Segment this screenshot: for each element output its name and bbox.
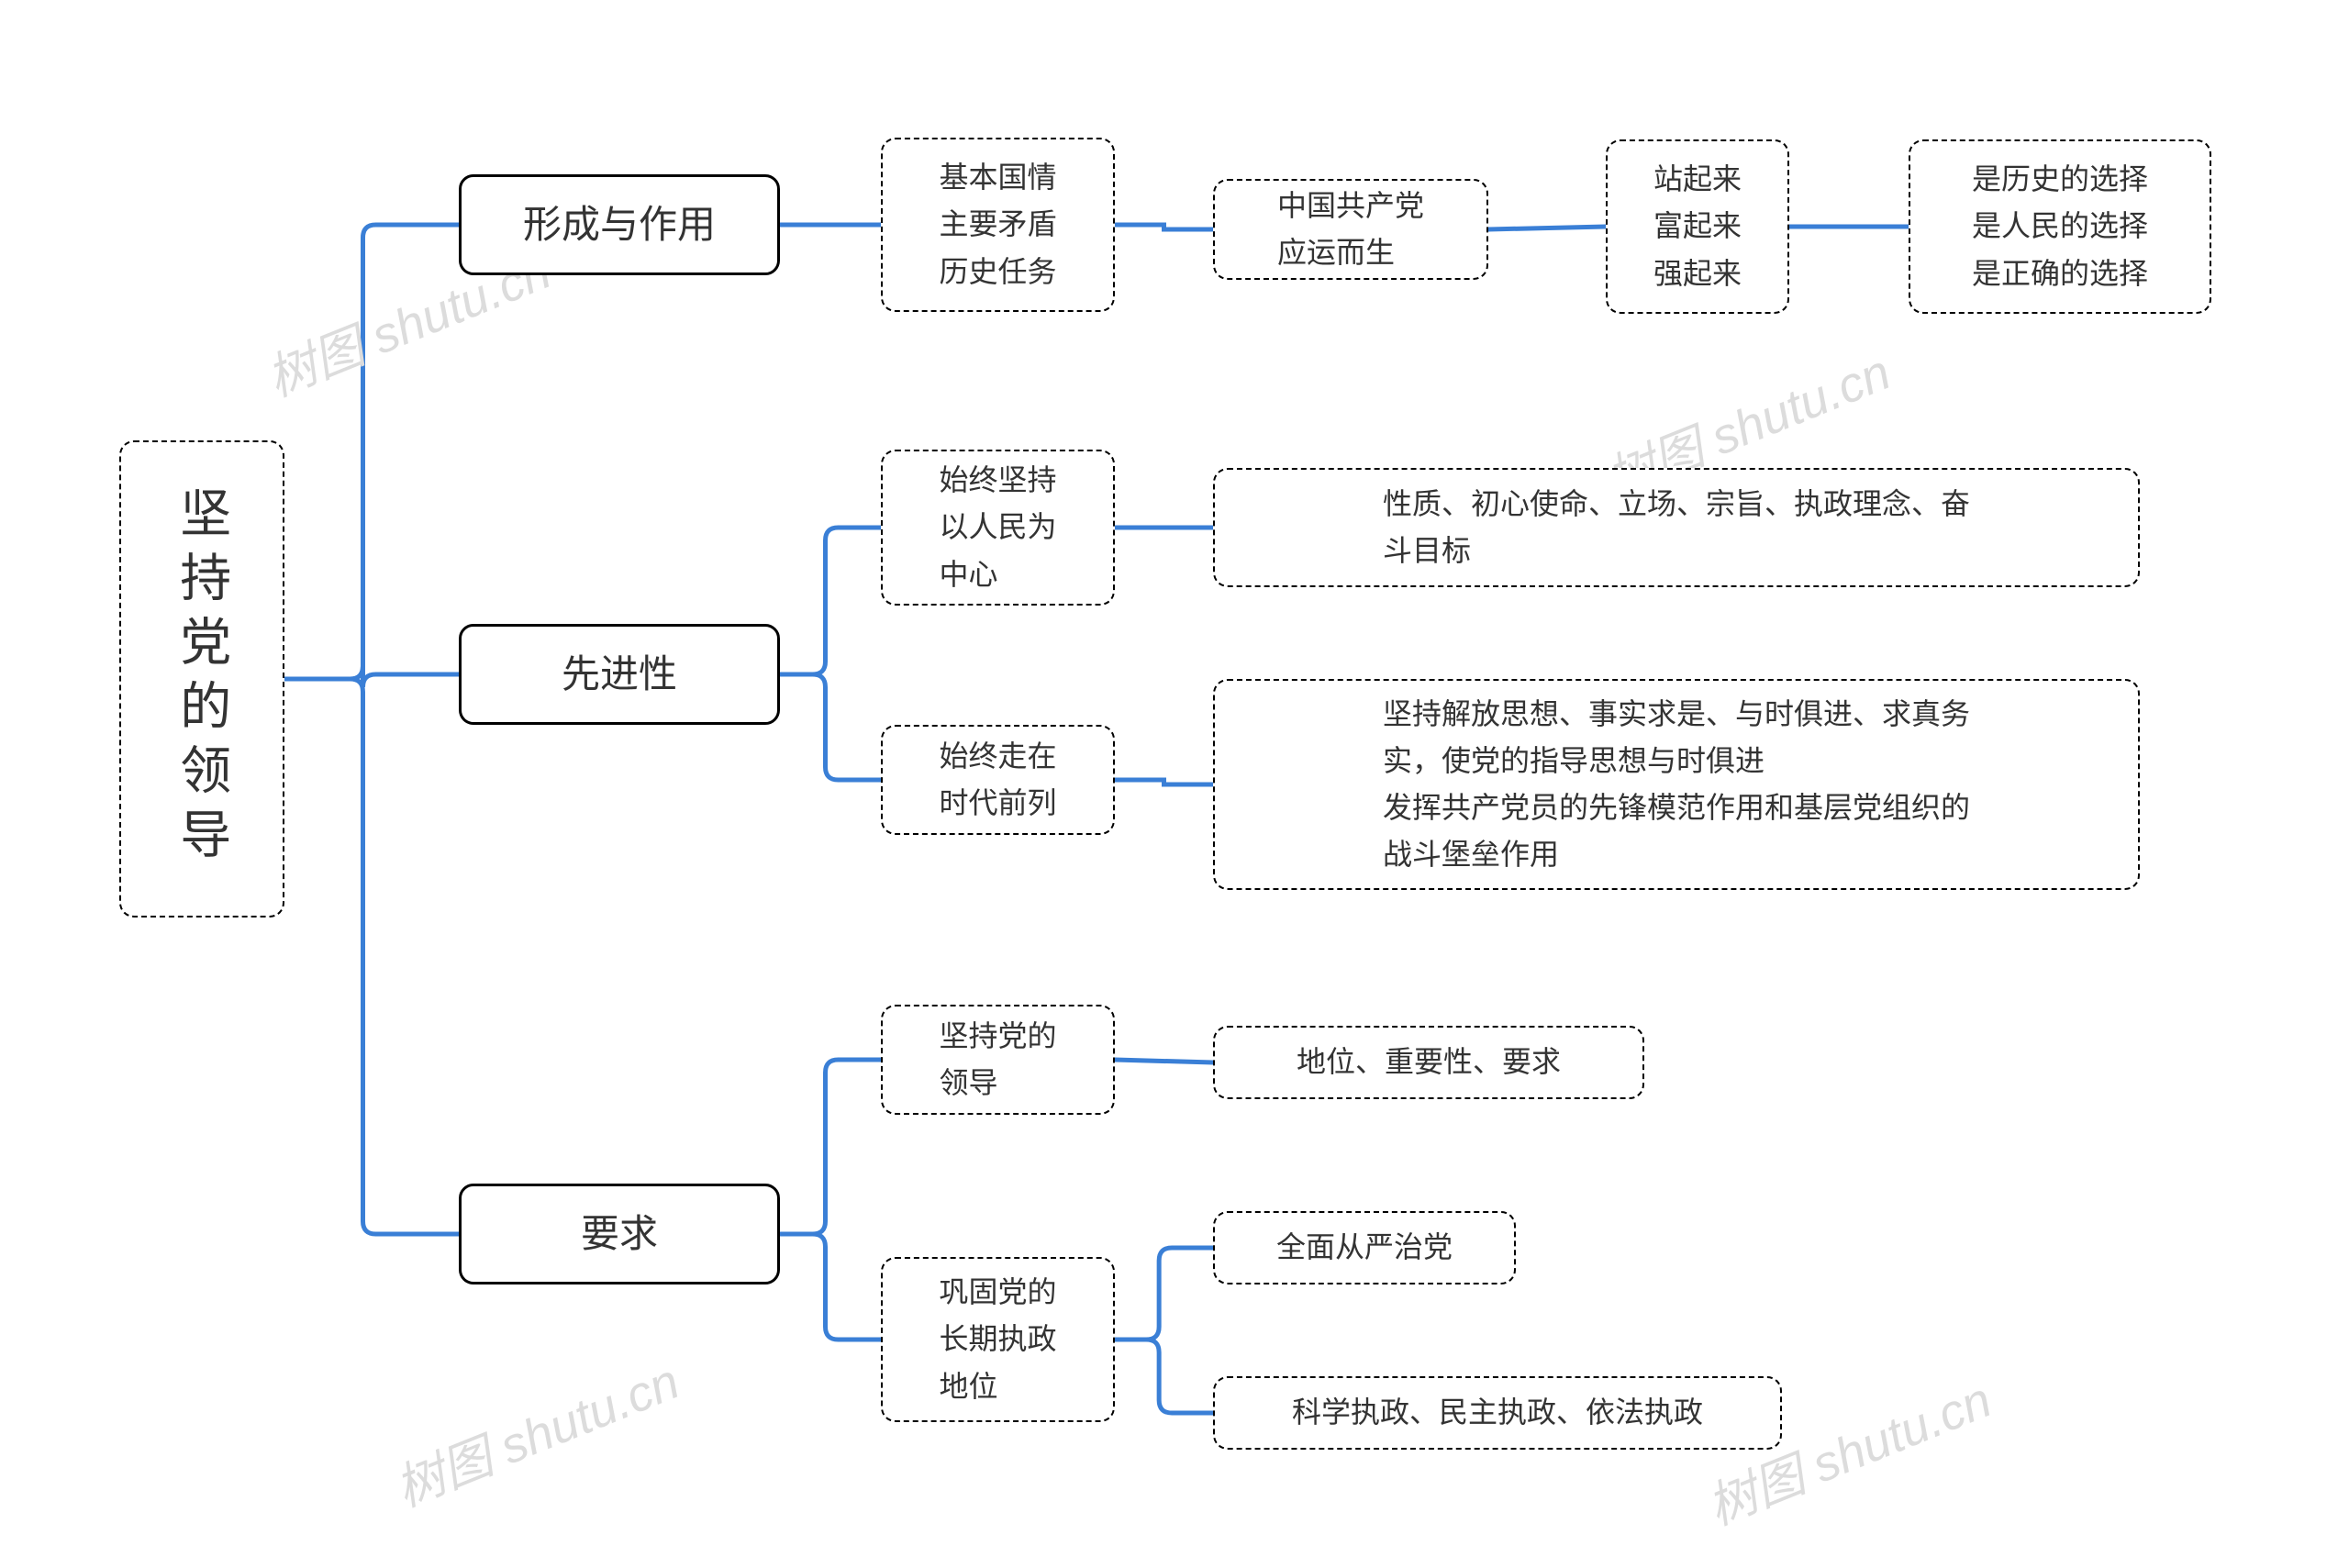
leaf-strict-governance[interactable]: 全面从严治党 <box>1213 1211 1516 1284</box>
root-node[interactable]: 坚持党的领导 <box>119 440 284 917</box>
node-label: 是历史的选择 是人民的选择 是正确的选择 <box>1950 143 2170 310</box>
leaf-forefront[interactable]: 始终走在 时代前列 <box>881 725 1115 835</box>
leaf-choices[interactable]: 是历史的选择 是人民的选择 是正确的选择 <box>1909 139 2211 314</box>
node-label: 始终坚持 以人民为 中心 <box>917 444 1078 611</box>
leaf-uphold-detail[interactable]: 地位、重要性、要求 <box>1213 1026 1644 1099</box>
node-label: 站起来 富起来 强起来 <box>1631 143 1764 310</box>
leaf-uphold-leadership[interactable]: 坚持党的 领导 <box>881 1005 1115 1115</box>
node-label: 中国共产党 应运而生 <box>1255 170 1446 289</box>
branch-formation[interactable]: 形成与作用 <box>459 174 780 275</box>
node-label: 坚持党的 领导 <box>917 1000 1078 1119</box>
leaf-stand-rich-strong[interactable]: 站起来 富起来 强起来 <box>1606 139 1789 314</box>
branch-requirements[interactable]: 要求 <box>459 1184 780 1284</box>
node-label: 基本国情 主要矛盾 历史任务 <box>917 141 1078 308</box>
node-label: 巩固党的 长期执政 地位 <box>917 1256 1078 1423</box>
watermark: 树图 shutu.cn <box>383 1341 688 1521</box>
root-label: 坚持党的领导 <box>139 473 265 884</box>
node-label: 全面从严治党 <box>1254 1211 1475 1284</box>
node-label: 坚持解放思想、事实求是、与时俱进、求真务 实，使党的指导思想与时俱进 发挥共产党… <box>1361 678 1992 892</box>
node-label: 要求 <box>559 1190 680 1277</box>
node-label: 始终走在 时代前列 <box>917 720 1078 840</box>
leaf-basic-situation[interactable]: 基本国情 主要矛盾 历史任务 <box>881 138 1115 312</box>
node-label: 先进性 <box>540 630 699 717</box>
leaf-forefront-detail[interactable]: 坚持解放思想、事实求是、与时俱进、求真务 实，使党的指导思想与时俱进 发挥共产党… <box>1213 679 2140 890</box>
node-label: 科学执政、民主执政、依法执政 <box>1270 1376 1725 1449</box>
leaf-consolidate[interactable]: 巩固党的 长期执政 地位 <box>881 1257 1115 1422</box>
leaf-people-center[interactable]: 始终坚持 以人民为 中心 <box>881 450 1115 606</box>
leaf-cpc-born[interactable]: 中国共产党 应运而生 <box>1213 179 1488 280</box>
node-label: 性质、初心使命、立场、宗旨、执政理念、奋 斗目标 <box>1361 468 1992 587</box>
node-label: 形成与作用 <box>501 181 738 268</box>
leaf-governance-modes[interactable]: 科学执政、民主执政、依法执政 <box>1213 1376 1782 1450</box>
branch-advanced[interactable]: 先进性 <box>459 624 780 725</box>
node-label: 地位、重要性、要求 <box>1275 1026 1583 1098</box>
leaf-people-center-detail[interactable]: 性质、初心使命、立场、宗旨、执政理念、奋 斗目标 <box>1213 468 2140 587</box>
